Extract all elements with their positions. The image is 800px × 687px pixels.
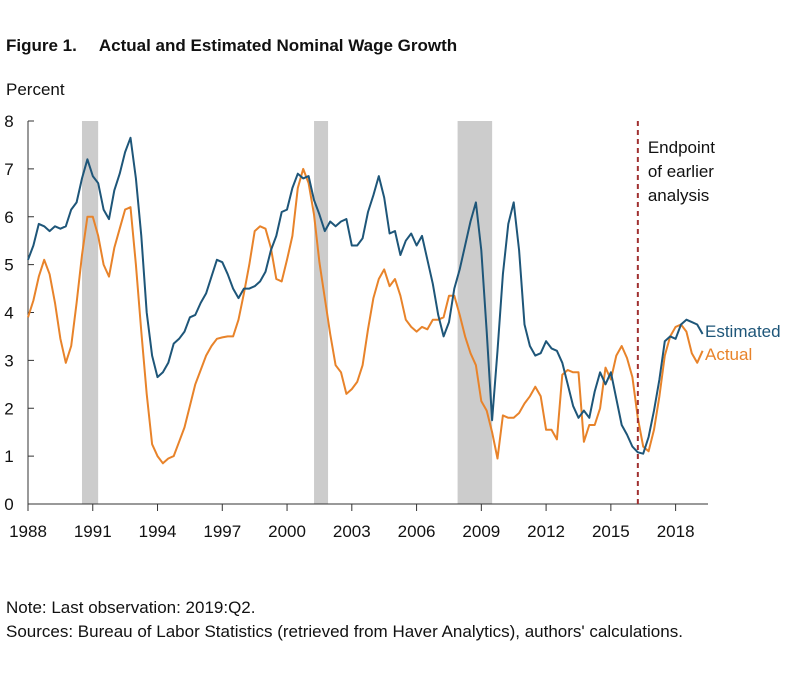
x-tick-label-1991: 1991 <box>74 522 112 541</box>
series-line-actual <box>27 167 704 465</box>
recession-band-2 <box>314 121 329 504</box>
x-tick-label-2006: 2006 <box>398 522 436 541</box>
series-labels: Estimated Actual <box>705 322 781 364</box>
figure-title: Actual and Estimated Nominal Wage Growth <box>98 36 458 55</box>
y-tick-label-2: 2 <box>4 399 13 418</box>
endpoint-label-line-1: Endpoint <box>648 138 715 157</box>
sources-text: Sources: Bureau of Labor Statistics (ret… <box>6 622 683 641</box>
endpoint-annotation: Endpoint of earlier analysis <box>636 121 715 504</box>
x-tick-label-1994: 1994 <box>139 522 177 541</box>
recession-band-3 <box>457 121 493 504</box>
x-tick-label-1988: 1988 <box>9 522 47 541</box>
x-tick-label-2009: 2009 <box>462 522 500 541</box>
axes: 0 1 2 3 4 5 6 7 8 1988 1991 1994 1997 2000 2003 2006 200… <box>4 112 708 541</box>
y-tick-label-3: 3 <box>4 351 13 370</box>
y-tick-label-5: 5 <box>4 256 13 275</box>
line-chart: 0 1 2 3 4 5 6 7 8 1988 1991 1994 1997 2000 2003 2006 200… <box>4 112 781 541</box>
y-tick-label-6: 6 <box>4 208 13 227</box>
note-text: Note: Last observation: 2019:Q2. <box>6 598 256 617</box>
y-tick-label-8: 8 <box>4 112 13 131</box>
x-tick-label-2015: 2015 <box>592 522 630 541</box>
endpoint-label-line-3: analysis <box>648 186 709 205</box>
x-tick-label-2012: 2012 <box>527 522 565 541</box>
chart-notes: Note: Last observation: 2019:Q2. Sources… <box>6 596 796 644</box>
legend-label-estimated: Estimated <box>705 322 781 341</box>
recession-band-1 <box>81 121 99 504</box>
chart-title: Figure 1. Actual and Estimated Nominal Wa… <box>6 36 457 56</box>
x-tick-label-1997: 1997 <box>203 522 241 541</box>
recession-bands <box>81 121 493 504</box>
series-lines <box>27 136 704 465</box>
y-tick-label-1: 1 <box>4 447 13 466</box>
y-tick-label-0: 0 <box>4 495 13 514</box>
y-axis-unit-label: Percent <box>6 80 65 99</box>
x-tick-label-2003: 2003 <box>333 522 371 541</box>
legend-label-actual: Actual <box>705 345 752 364</box>
series-line-estimated <box>27 136 704 455</box>
x-tick-label-2000: 2000 <box>268 522 306 541</box>
y-tick-label-7: 7 <box>4 160 13 179</box>
y-tick-label-4: 4 <box>4 304 13 323</box>
figure-number: Figure 1. <box>6 36 77 55</box>
x-tick-label-2018: 2018 <box>657 522 695 541</box>
endpoint-label-line-2: of earlier <box>648 162 714 181</box>
